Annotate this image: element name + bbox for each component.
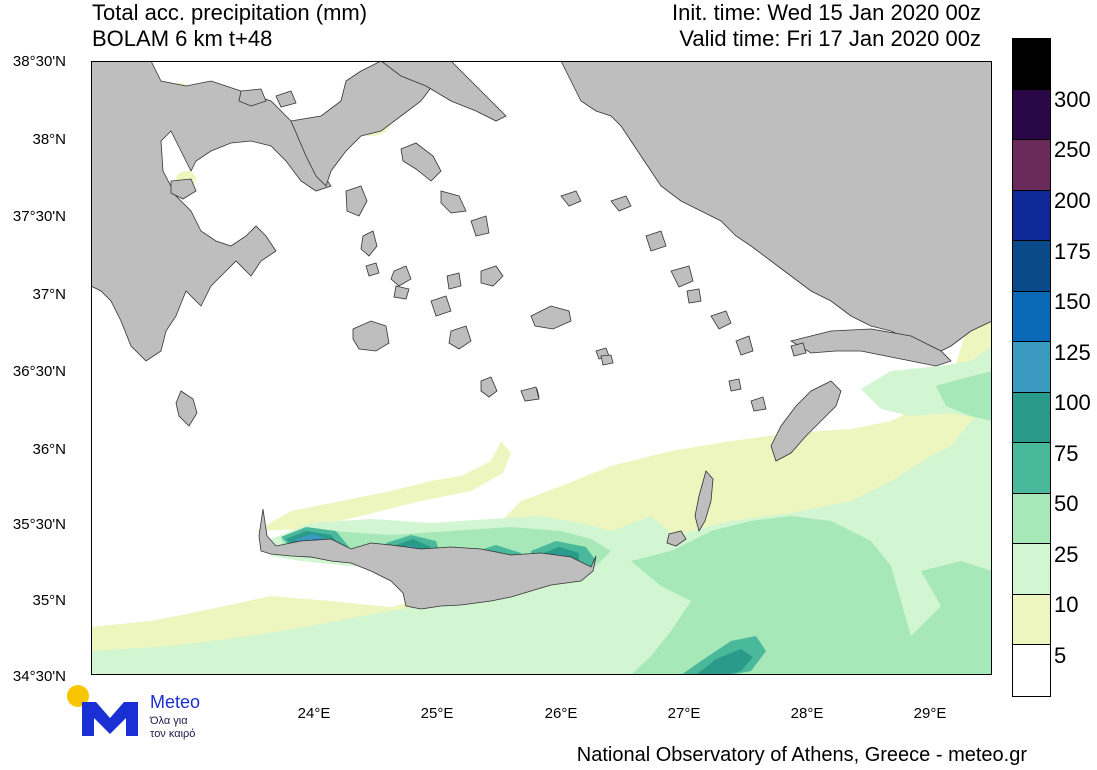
init-time: Init. time: Wed 15 Jan 2020 00z bbox=[672, 0, 981, 25]
colorbar-swatch bbox=[1013, 140, 1050, 191]
land-island bbox=[480, 376, 498, 398]
land-island bbox=[470, 215, 490, 237]
colorbar-swatch bbox=[1013, 241, 1050, 292]
precip-contour-25mm bbox=[936, 371, 992, 421]
colorbar-swatch bbox=[1013, 443, 1050, 494]
land-island bbox=[480, 265, 504, 287]
colorbar-label: 200 bbox=[1054, 188, 1091, 213]
land-island bbox=[530, 305, 572, 330]
land-kasos bbox=[666, 530, 687, 547]
x-tick-label: 26°E bbox=[544, 705, 578, 722]
chart-title: Total acc. precipitation (mm) bbox=[92, 0, 368, 25]
colorbar bbox=[1012, 38, 1051, 697]
colorbar-swatch bbox=[1013, 493, 1050, 544]
colorbar-swatch bbox=[1013, 39, 1050, 90]
y-tick-label: 34°30'N bbox=[12, 668, 66, 685]
land-kythera bbox=[175, 390, 198, 427]
land-island bbox=[170, 178, 197, 200]
land-island bbox=[645, 230, 667, 252]
land-rhodes bbox=[770, 380, 842, 462]
land-island bbox=[710, 310, 732, 330]
colorbar-label: 5 bbox=[1054, 643, 1067, 668]
colorbar-label: 125 bbox=[1054, 340, 1091, 365]
land-island bbox=[400, 142, 442, 182]
land-island bbox=[670, 265, 694, 288]
colorbar-label: 25 bbox=[1054, 542, 1079, 567]
land-karpathos bbox=[694, 470, 714, 533]
land-island bbox=[440, 190, 467, 214]
land-island bbox=[238, 88, 267, 107]
y-tick-label: 36°30'N bbox=[12, 363, 66, 380]
model-label: BOLAM 6 km t+48 bbox=[92, 26, 273, 51]
land-crete bbox=[258, 508, 597, 610]
colorbar-label: 75 bbox=[1054, 441, 1079, 466]
logo-tagline-1: Όλα για bbox=[149, 715, 188, 727]
land-island bbox=[610, 195, 632, 212]
land-island bbox=[448, 325, 472, 350]
y-tick-label: 38°30'N bbox=[12, 53, 66, 70]
colorbar-label: 175 bbox=[1054, 239, 1091, 264]
land-evia bbox=[380, 61, 507, 122]
land-island bbox=[446, 272, 462, 290]
land-island bbox=[430, 295, 452, 317]
colorbar-swatch bbox=[1013, 544, 1050, 595]
y-tick-label: 37°N bbox=[32, 286, 66, 303]
precip-contour-75mm bbox=[696, 649, 753, 675]
land-island bbox=[345, 185, 368, 217]
land-island bbox=[365, 262, 380, 277]
colorbar-label: 10 bbox=[1054, 592, 1079, 617]
precip-contour-5mm bbox=[256, 441, 511, 531]
land-island bbox=[686, 288, 702, 304]
colorbar-swatch bbox=[1013, 190, 1050, 241]
map-frame bbox=[91, 61, 992, 675]
land-island bbox=[600, 354, 614, 366]
land-island bbox=[735, 335, 754, 356]
colorbar-swatch bbox=[1013, 89, 1050, 140]
land-island bbox=[275, 90, 297, 108]
chart-title-block: Total acc. precipitation (mm) BOLAM 6 km… bbox=[92, 0, 367, 52]
x-tick-label: 28°E bbox=[790, 705, 824, 722]
land-island bbox=[352, 320, 390, 352]
x-tick-label: 29°E bbox=[913, 705, 947, 722]
meteo-logo: Meteo Όλα για τον καιρό bbox=[66, 684, 236, 742]
meteo-logo-mark: Meteo Όλα για τον καιρό bbox=[67, 685, 200, 740]
logo-tagline-2: τον καιρό bbox=[150, 728, 195, 740]
time-info-block: Init. time: Wed 15 Jan 2020 00z Valid ti… bbox=[672, 0, 981, 52]
land-island bbox=[393, 285, 410, 300]
colorbar-swatch bbox=[1013, 392, 1050, 443]
colorbar-label: 150 bbox=[1054, 289, 1091, 314]
precipitation-map bbox=[91, 61, 992, 675]
land-island bbox=[520, 386, 540, 402]
x-tick-label: 24°E bbox=[297, 705, 331, 722]
land-island bbox=[560, 190, 582, 207]
land-attica bbox=[290, 61, 437, 187]
logo-brand-text: Meteo bbox=[150, 692, 200, 712]
colorbar-label: 300 bbox=[1054, 87, 1091, 112]
colorbar-label: 50 bbox=[1054, 491, 1079, 516]
land-island bbox=[360, 230, 378, 257]
y-tick-label: 35°N bbox=[32, 592, 66, 609]
y-tick-label: 36°N bbox=[32, 441, 66, 458]
y-tick-label: 38°N bbox=[32, 131, 66, 148]
land-island bbox=[390, 265, 412, 287]
land-island bbox=[728, 378, 742, 392]
y-tick-label: 35°30'N bbox=[12, 516, 66, 533]
land-turkey-sw bbox=[789, 328, 952, 367]
land-island bbox=[750, 396, 767, 412]
colorbar-label: 100 bbox=[1054, 390, 1091, 415]
sun-icon bbox=[67, 685, 89, 707]
colorbar-swatch bbox=[1013, 594, 1050, 645]
valid-time: Valid time: Fri 17 Jan 2020 00z bbox=[679, 26, 981, 51]
footer-credit: National Observatory of Athens, Greece -… bbox=[576, 744, 1027, 766]
m-letter-icon bbox=[82, 702, 138, 736]
colorbar-swatch bbox=[1013, 291, 1050, 342]
precip-contour-25mm bbox=[631, 516, 992, 675]
x-tick-label: 27°E bbox=[667, 705, 701, 722]
colorbar-label: 250 bbox=[1054, 137, 1091, 162]
colorbar-swatch bbox=[1013, 645, 1050, 696]
y-tick-label: 37°30'N bbox=[12, 208, 66, 225]
land-island bbox=[790, 342, 807, 357]
colorbar-swatch bbox=[1013, 342, 1050, 393]
x-tick-label: 25°E bbox=[420, 705, 454, 722]
